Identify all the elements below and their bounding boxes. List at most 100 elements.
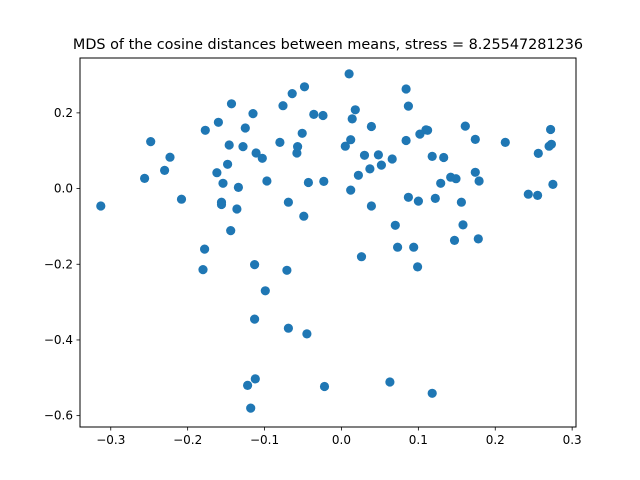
x-tick-label: −0.3 [96, 433, 125, 447]
y-tick-label: −0.2 [44, 257, 73, 271]
data-point-66 [393, 242, 403, 252]
data-point-81 [439, 152, 449, 163]
x-tick-label: 0.0 [332, 433, 351, 447]
data-point-33 [278, 101, 288, 111]
data-point-5 [176, 194, 187, 204]
data-point-27 [250, 374, 260, 384]
data-point-42 [299, 82, 310, 92]
data-point-76 [423, 125, 433, 135]
data-point-24 [248, 109, 258, 119]
data-point-68 [401, 135, 411, 146]
data-point-61 [373, 150, 383, 160]
data-point-25 [250, 260, 260, 270]
data-point-79 [430, 193, 440, 203]
data-point-32 [275, 137, 285, 147]
data-point-85 [456, 197, 466, 207]
data-point-54 [350, 105, 360, 115]
data-point-56 [356, 252, 367, 262]
data-point-6 [198, 265, 208, 275]
data-point-67 [401, 84, 411, 94]
data-point-30 [260, 286, 270, 296]
data-point-45 [309, 109, 319, 119]
data-point-48 [319, 381, 330, 392]
data-point-29 [257, 153, 267, 163]
data-point-3 [160, 165, 170, 175]
data-point-53 [347, 114, 357, 124]
data-point-23 [246, 403, 256, 413]
data-point-87 [460, 121, 470, 131]
data-point-65 [390, 220, 400, 230]
data-point-51 [346, 135, 356, 145]
data-point-40 [297, 128, 307, 138]
data-point-57 [359, 150, 370, 160]
data-point-80 [436, 178, 446, 188]
chart-title: MDS of the cosine distances between mean… [73, 37, 583, 53]
data-point-20 [238, 142, 248, 152]
y-tick-label: 0.2 [54, 106, 73, 120]
data-point-64 [387, 154, 397, 164]
data-point-58 [365, 164, 375, 174]
data-point-16 [226, 226, 236, 236]
data-point-72 [413, 262, 423, 272]
data-point-91 [474, 176, 484, 186]
data-point-99 [548, 179, 558, 189]
data-point-93 [523, 189, 533, 199]
data-point-47 [319, 176, 329, 186]
data-point-0 [96, 201, 106, 211]
data-point-89 [470, 167, 480, 177]
axes-frame [79, 57, 577, 428]
data-point-15 [224, 140, 234, 150]
data-point-90 [473, 234, 483, 244]
x-tick-label: −0.1 [250, 433, 279, 447]
data-point-83 [449, 235, 460, 245]
data-point-14 [223, 159, 233, 169]
data-point-39 [293, 142, 303, 152]
data-point-31 [262, 176, 272, 186]
data-point-22 [243, 380, 253, 390]
data-point-17 [226, 99, 237, 109]
data-point-73 [413, 196, 423, 206]
points-layer [96, 69, 558, 413]
data-point-43 [302, 329, 312, 339]
data-point-36 [283, 323, 293, 333]
data-point-9 [212, 168, 222, 178]
data-point-10 [213, 117, 223, 127]
x-tick-label: 0.1 [409, 433, 428, 447]
data-point-63 [385, 377, 395, 387]
x-tick-label: 0.2 [486, 433, 505, 447]
data-point-26 [250, 314, 260, 324]
y-tick-label: −0.4 [44, 333, 73, 347]
data-point-86 [458, 220, 468, 230]
data-point-60 [366, 201, 376, 211]
data-point-4 [165, 152, 175, 162]
data-point-94 [533, 190, 543, 200]
data-point-71 [409, 242, 419, 252]
data-point-92 [500, 137, 510, 147]
data-point-62 [376, 160, 386, 170]
data-point-18 [232, 204, 242, 214]
y-tick-label: 0.0 [54, 182, 73, 196]
data-point-97 [546, 124, 556, 135]
data-point-34 [282, 265, 292, 275]
data-point-35 [283, 197, 293, 207]
data-point-44 [303, 177, 313, 188]
y-axis: −0.6 −0.4 −0.2 0.0 0.2 [44, 106, 80, 423]
data-point-21 [240, 123, 250, 133]
data-point-41 [299, 211, 309, 221]
data-point-46 [318, 110, 328, 121]
data-point-12 [216, 199, 227, 210]
data-point-8 [200, 125, 210, 135]
data-point-69 [403, 101, 413, 111]
data-point-59 [366, 121, 376, 132]
x-tick-label: 0.3 [563, 433, 582, 447]
data-point-70 [403, 192, 413, 202]
data-point-2 [146, 137, 156, 147]
x-tick-label: −0.2 [173, 433, 202, 447]
data-point-37 [287, 89, 297, 99]
data-point-13 [218, 178, 228, 188]
data-point-98 [546, 139, 557, 149]
data-point-88 [470, 134, 480, 144]
data-point-52 [346, 185, 356, 195]
data-point-49 [340, 141, 350, 151]
